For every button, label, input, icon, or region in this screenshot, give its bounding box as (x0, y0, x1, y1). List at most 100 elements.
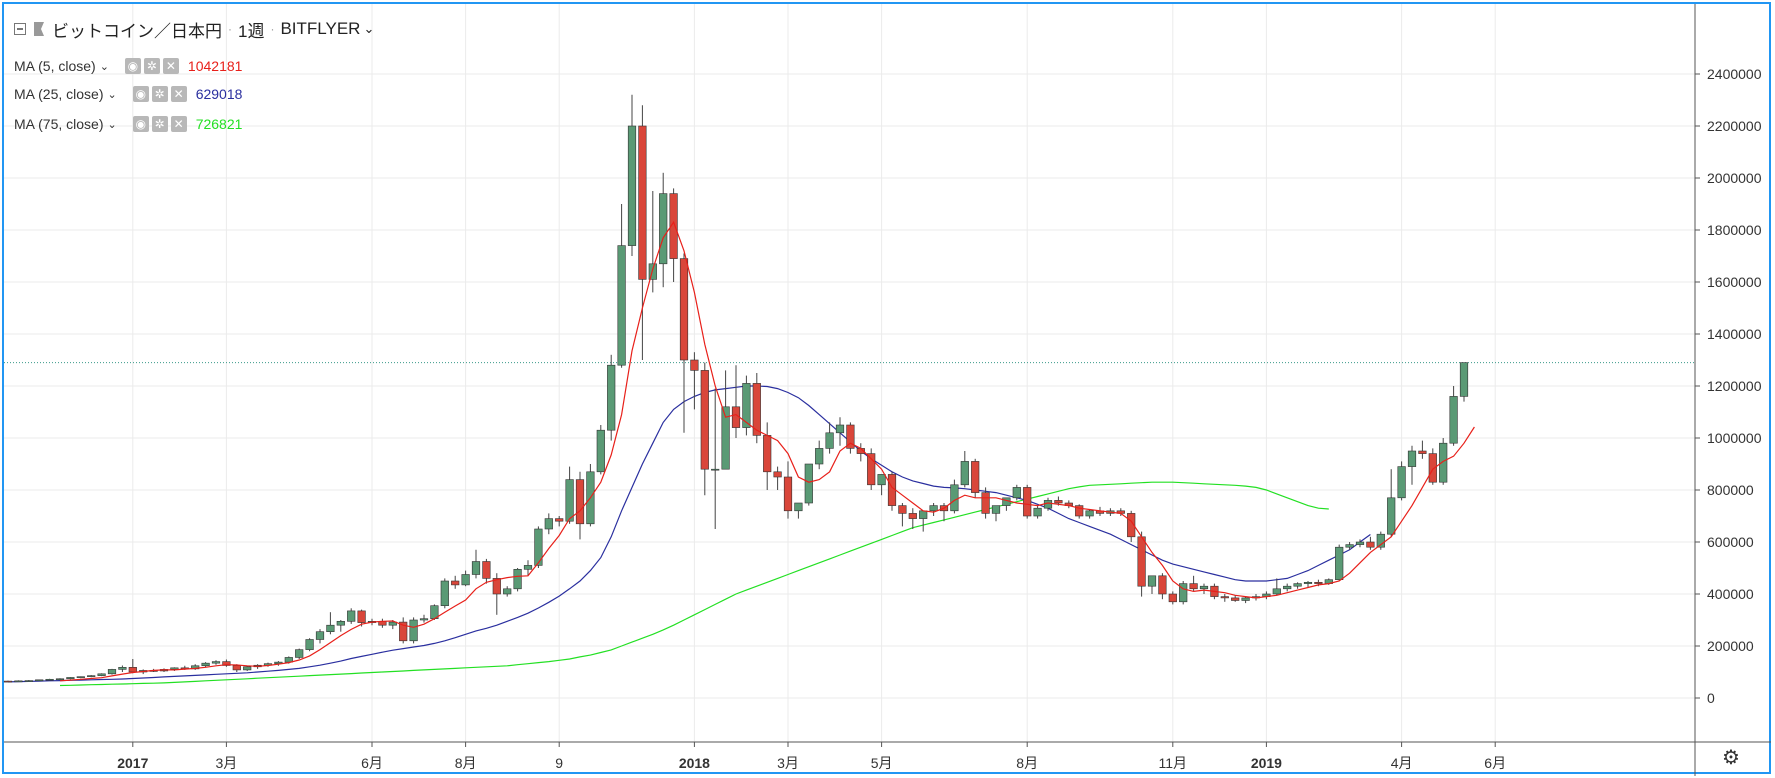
candle-body (326, 624, 335, 633)
candle-body (3, 680, 13, 683)
candle-body (1283, 585, 1292, 590)
candle-body (523, 565, 533, 570)
candle-body (1168, 593, 1177, 603)
candle-body (1002, 497, 1011, 506)
candle-body (76, 676, 85, 678)
candle-body (399, 621, 408, 642)
close-icon[interactable]: ✕ (162, 58, 179, 74)
candle-body (1220, 596, 1229, 599)
candle-body (1189, 583, 1198, 590)
eye-icon[interactable]: ◉ (132, 86, 149, 102)
candle-body (1137, 536, 1146, 587)
eye-icon[interactable]: ◉ (124, 58, 141, 74)
symbol-header[interactable]: ビットコイン／日本円 · 1週 · BITFLYER ⌄ (14, 17, 374, 41)
candle-body (1033, 507, 1042, 517)
y-tick-label: 800000 (1707, 482, 1754, 498)
candle-body (1335, 546, 1344, 581)
candle-body (503, 588, 512, 595)
exchange-label[interactable]: BITFLYER (280, 19, 361, 38)
indicator-value: 726821 (195, 116, 243, 132)
close-icon[interactable]: ✕ (170, 86, 187, 102)
candle-body (1428, 453, 1437, 483)
candle-body (804, 463, 813, 504)
y-tick-label: 200000 (1707, 638, 1754, 654)
candle-body (1355, 541, 1365, 545)
candle-body (1439, 442, 1448, 483)
candle-body (1147, 575, 1157, 587)
candle-body (305, 639, 314, 650)
candle-body (1179, 583, 1188, 603)
candle-body (1199, 585, 1209, 590)
chevron-down-icon[interactable]: ⌄ (107, 88, 117, 101)
candle-body (1459, 362, 1469, 397)
chevron-down-icon[interactable]: ⌄ (99, 60, 109, 73)
candle-body (971, 461, 980, 493)
candle-body (898, 505, 907, 514)
chevron-down-icon[interactable]: ⌄ (107, 118, 117, 131)
candle-body (1043, 500, 1053, 509)
x-tick-label: 2018 (679, 755, 710, 771)
interval-label[interactable]: 1週 (238, 21, 265, 41)
gear-icon[interactable]: ✲ (151, 116, 168, 132)
candle-body (1397, 466, 1406, 499)
close-icon[interactable]: ✕ (170, 116, 187, 132)
candle-body (1376, 533, 1385, 548)
candle-body (877, 474, 886, 486)
candle-body (815, 448, 824, 465)
gear-icon[interactable]: ✲ (143, 58, 160, 74)
candle-body (1231, 597, 1240, 601)
x-tick-label: 2017 (117, 755, 148, 771)
chevron-down-icon[interactable]: ⌄ (363, 21, 375, 36)
indicator-ma25[interactable]: MA (25, close) ⌄ ◉ ✲ ✕ 629018 (14, 84, 242, 104)
candle-body (492, 578, 501, 595)
candle-body (347, 610, 356, 622)
candle-body (575, 479, 585, 525)
collapse-icon[interactable] (14, 23, 26, 35)
ma75-line (59, 481, 1329, 687)
candle-body (471, 561, 481, 575)
candle-body (1314, 581, 1323, 584)
candle-body (66, 677, 75, 680)
indicator-value: 1042181 (187, 58, 243, 74)
gear-icon[interactable]: ⚙ (1722, 747, 1740, 769)
gear-icon[interactable]: ✲ (151, 86, 168, 102)
candle-body (419, 618, 429, 621)
separator-dot: · (270, 22, 275, 36)
indicator-ma75[interactable]: MA (75, close) ⌄ ◉ ✲ ✕ 726821 (14, 114, 242, 134)
candle-body (336, 620, 345, 626)
candle-body (544, 518, 553, 530)
candle-body (118, 667, 127, 670)
candle-body (835, 424, 845, 434)
y-tick-label: 1000000 (1707, 430, 1762, 446)
y-tick-label: 2400000 (1707, 66, 1762, 82)
candle-body (950, 484, 959, 512)
indicator-label: MA (75, close) (14, 116, 104, 132)
candle-body (1272, 588, 1281, 595)
candle-body (211, 661, 221, 664)
y-tick-label: 1600000 (1707, 274, 1762, 290)
y-tick-label: 1800000 (1707, 222, 1762, 238)
y-tick-label: 600000 (1707, 534, 1754, 550)
candle-body (981, 492, 990, 514)
candle-body (35, 679, 44, 682)
candle-body (846, 424, 855, 449)
indicator-label: MA (25, close) (14, 86, 104, 102)
y-tick-label: 1200000 (1707, 378, 1762, 394)
candle-body (1012, 487, 1021, 499)
candle-body (783, 476, 793, 512)
candle-body (1387, 497, 1396, 535)
indicator-ma5[interactable]: MA (5, close) ⌄ ◉ ✲ ✕ 1042181 (14, 56, 242, 76)
eye-icon[interactable]: ◉ (132, 116, 149, 132)
candle-body (482, 561, 491, 579)
candle-body (97, 673, 106, 676)
candle-body (1303, 581, 1313, 584)
candle-body (752, 383, 761, 436)
candle-body (1023, 487, 1032, 517)
candle-body (440, 580, 449, 607)
candle-body (1449, 396, 1458, 444)
x-tick-label: 4月 (1391, 755, 1413, 771)
flag-icon[interactable] (34, 22, 44, 36)
candle-body (461, 574, 470, 586)
